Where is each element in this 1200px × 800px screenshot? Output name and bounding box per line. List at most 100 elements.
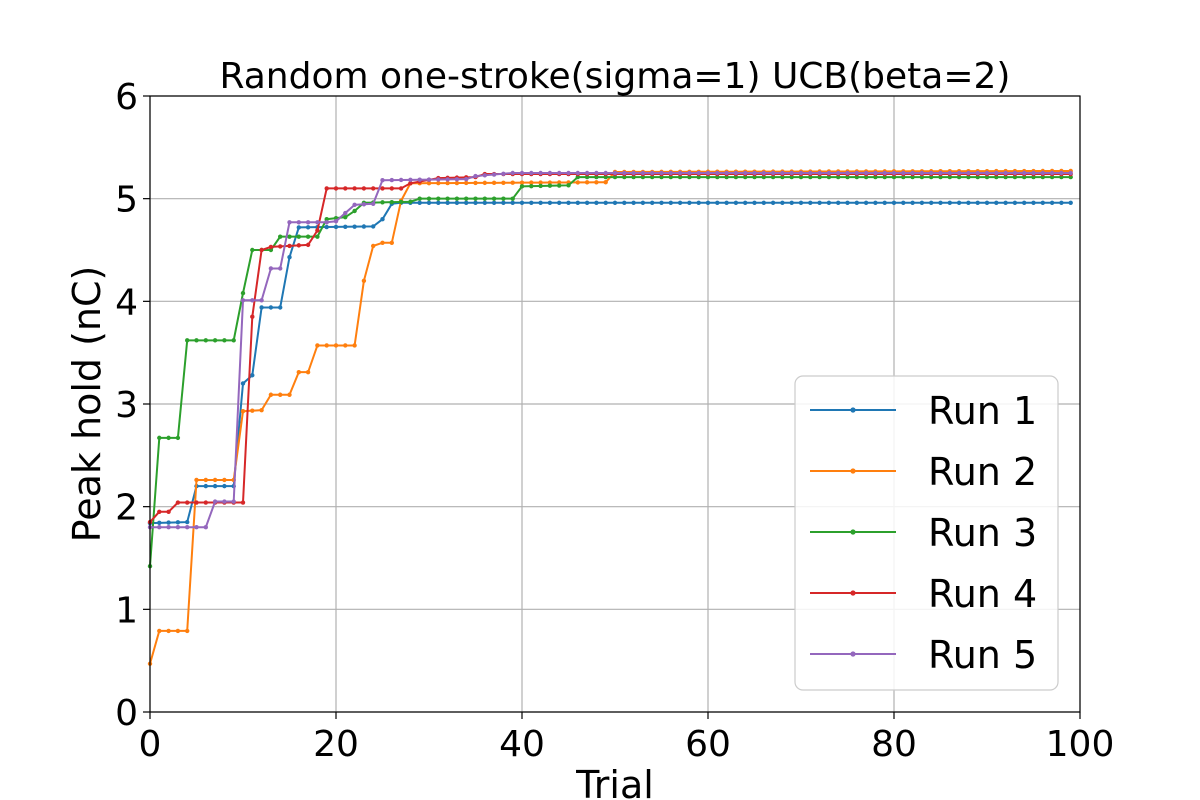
data-point [854, 174, 859, 180]
data-point [501, 171, 506, 176]
data-point [157, 628, 162, 634]
data-point [901, 170, 906, 176]
legend-swatch-marker [850, 407, 856, 413]
data-point [919, 200, 925, 205]
data-point [278, 266, 283, 271]
data-point [203, 477, 208, 483]
data-point [482, 200, 487, 205]
legend-box [794, 375, 1059, 691]
data-point [733, 174, 739, 180]
data-point [426, 196, 432, 201]
data-point [882, 170, 887, 176]
data-point [687, 170, 692, 176]
data-point [194, 500, 199, 505]
data-point [157, 435, 162, 441]
data-point [464, 200, 469, 205]
data-point [259, 247, 264, 253]
data-point [473, 180, 478, 186]
data-point [371, 224, 376, 229]
data-point [650, 174, 655, 180]
data-point [715, 174, 720, 180]
data-point [947, 200, 952, 205]
data-point [343, 210, 348, 216]
data-point [1040, 200, 1046, 205]
data-point [473, 173, 478, 179]
data-point [212, 483, 218, 489]
data-point [389, 177, 394, 183]
data-point [677, 174, 683, 180]
data-point [1021, 170, 1027, 176]
data-point [380, 200, 385, 205]
data-point [984, 170, 990, 176]
data-point [612, 170, 618, 176]
data-point [956, 200, 962, 205]
data-point [1068, 200, 1073, 205]
data-point [436, 180, 441, 186]
data-point [482, 196, 487, 201]
data-point [250, 247, 255, 253]
data-point [324, 186, 329, 191]
data-point [398, 186, 404, 191]
legend-label: Run 1 [928, 389, 1037, 433]
legend-label: Run 5 [928, 633, 1037, 677]
data-point [733, 170, 739, 176]
data-point [994, 174, 999, 180]
data-point [296, 369, 301, 375]
data-point [473, 200, 478, 205]
data-point [798, 200, 804, 205]
data-point [417, 196, 422, 201]
data-point [863, 174, 869, 180]
data-point [324, 343, 329, 348]
data-point [166, 520, 171, 525]
data-point [696, 170, 701, 176]
data-point [836, 174, 841, 180]
data-point [250, 373, 255, 378]
data-point [296, 243, 301, 248]
legend-item-run-2: Run 2 [810, 450, 1037, 494]
data-point [259, 407, 264, 413]
data-point [315, 234, 320, 239]
data-point [659, 174, 664, 180]
data-point [901, 174, 906, 180]
x-tick-label: 80 [871, 724, 917, 765]
data-point [296, 234, 301, 239]
data-point [817, 170, 822, 176]
data-point [798, 174, 804, 180]
data-point [240, 500, 246, 505]
data-point [780, 170, 785, 176]
data-point [929, 200, 934, 205]
data-point [464, 176, 469, 182]
data-point [203, 483, 208, 489]
x-tick-label: 0 [139, 724, 162, 765]
data-point [287, 220, 292, 225]
data-point [910, 174, 915, 180]
data-point [315, 220, 320, 225]
data-point [975, 170, 980, 176]
data-point [491, 200, 497, 205]
data-point [984, 200, 990, 205]
data-point [333, 224, 339, 230]
data-point [324, 224, 329, 230]
data-point [194, 477, 199, 483]
data-point [631, 200, 636, 205]
data-point [817, 200, 822, 205]
data-point [194, 338, 199, 343]
data-point [1068, 170, 1073, 176]
data-point [380, 186, 385, 191]
data-point [612, 200, 618, 205]
data-point [305, 234, 311, 239]
data-point [157, 520, 162, 526]
data-point [185, 338, 190, 343]
data-point [1031, 174, 1036, 180]
tick-marks [143, 95, 1081, 719]
y-tick-label: 3 [115, 385, 138, 426]
data-point [994, 170, 999, 176]
data-point [203, 525, 208, 530]
data-point [975, 200, 980, 205]
legend-item-run-1: Run 1 [810, 389, 1037, 433]
data-point [343, 343, 348, 348]
data-point [743, 174, 748, 180]
data-point [454, 180, 460, 186]
data-point [789, 174, 794, 180]
data-point [1049, 174, 1055, 180]
